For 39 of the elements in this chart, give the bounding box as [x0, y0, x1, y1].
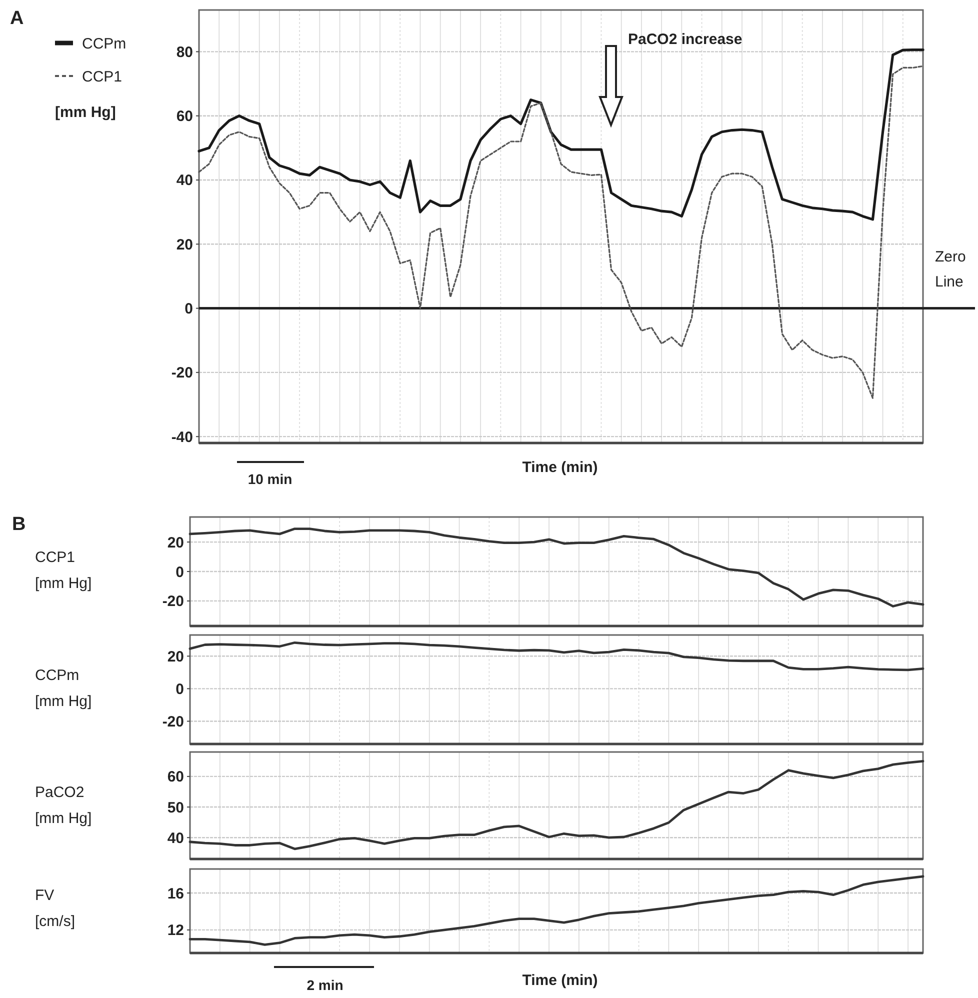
- y-tick-label: 0: [176, 564, 184, 581]
- x-axis-title: Time (min): [522, 459, 598, 476]
- y-tick-label: -40: [171, 428, 193, 446]
- y-tick-label: 20: [176, 236, 193, 254]
- y-tick-label: 40: [176, 172, 193, 190]
- y-tick-label: 0: [184, 300, 193, 318]
- y-axis-title: [mm Hg]: [55, 104, 116, 121]
- text: B: [12, 514, 26, 535]
- y-tick-label: -20: [171, 364, 193, 382]
- y-tick-label: -20: [162, 713, 184, 730]
- y-tick-label: 80: [176, 44, 193, 61]
- y-axis-title: CCP1 [mm Hg]: [35, 549, 92, 592]
- line-series: [188, 875, 924, 946]
- line-series: [198, 48, 924, 221]
- line-series: [188, 528, 924, 608]
- ref-line-label: Zero Line: [935, 248, 966, 290]
- y-tick-label: 12: [167, 922, 184, 940]
- text: 2 min: [306, 977, 344, 993]
- y-tick-label: 40: [167, 830, 184, 847]
- text: 10 min: [248, 471, 292, 487]
- y-axis-title: FV [cm/s]: [35, 887, 75, 930]
- y-axis-title: PaCO2 [mm Hg]: [35, 784, 92, 827]
- annotation: PaCO2 increase: [628, 31, 742, 48]
- legend-label: CCP1: [82, 68, 122, 86]
- y-tick-label: 0: [176, 680, 184, 698]
- y-tick-label: 60: [167, 768, 184, 786]
- y-tick-label: 16: [167, 885, 184, 902]
- y-tick-label: -20: [162, 593, 184, 610]
- line-series: [198, 65, 924, 399]
- legend-label: CCPm: [82, 35, 126, 52]
- text: A: [10, 8, 24, 29]
- y-tick-label: 60: [176, 108, 193, 126]
- y-axis-title: CCPm [mm Hg]: [35, 667, 92, 710]
- y-tick-label: 20: [167, 648, 184, 666]
- line-series: [188, 760, 924, 850]
- y-tick-label: 50: [167, 799, 184, 816]
- x-axis-title: Time (min): [522, 972, 598, 989]
- line-series: [188, 641, 924, 672]
- y-tick-label: 20: [167, 534, 184, 552]
